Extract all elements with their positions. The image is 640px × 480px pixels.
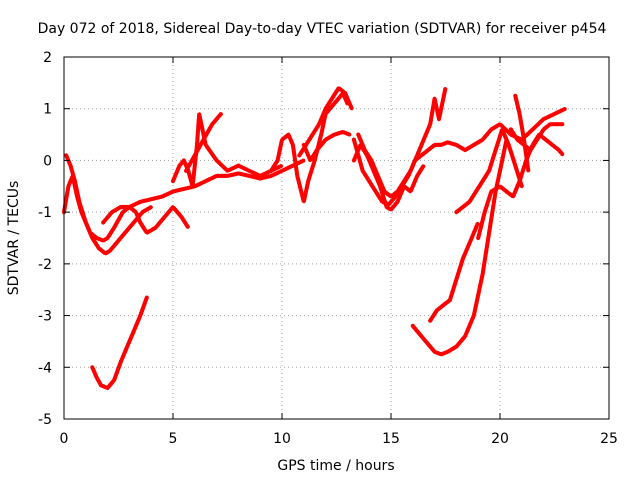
y-tick-label: -2 (38, 257, 52, 273)
x-tick-label: 20 (491, 431, 509, 447)
y-tick-labels: 2 1 0 -1 -2 -3 -4 -5 (38, 50, 52, 428)
y-tick-label: -3 (38, 309, 52, 325)
axis-ticks (63, 56, 610, 420)
x-tick-label: 15 (382, 431, 400, 447)
x-tick-label: 0 (60, 431, 69, 447)
data-series-track-h (297, 85, 354, 158)
data-series-track-k (351, 142, 426, 212)
data-series-track-b (64, 153, 154, 256)
data-traces (61, 85, 568, 391)
data-series-track-e (170, 111, 285, 189)
data-series-track-l (356, 85, 448, 199)
data-series-track-d (90, 295, 149, 391)
x-axis-label: GPS time / hours (277, 458, 394, 474)
chart-title: Day 072 of 2018, Sidereal Day-to-day VTE… (38, 21, 607, 37)
y-tick-label: 1 (43, 102, 52, 118)
data-series-track-f (184, 111, 224, 173)
data-series-track-o (454, 127, 524, 215)
plot-frame (63, 56, 610, 420)
y-axis-label: SDTVAR / TECUs (6, 181, 22, 296)
y-tick-label: 0 (43, 153, 52, 169)
x-tick-label: 25 (600, 431, 618, 447)
x-tick-label: 5 (169, 431, 178, 447)
data-series-track-c (101, 204, 191, 235)
data-series-track-q (508, 122, 566, 153)
y-tick-label: -1 (38, 205, 52, 221)
data-series-track-p (476, 132, 566, 241)
y-tick-label: -5 (38, 412, 52, 428)
data-series-track-n (428, 220, 481, 323)
y-tick-label: -4 (38, 360, 52, 376)
data-series-track-m (410, 137, 509, 357)
data-series-track-i (301, 129, 352, 163)
x-tick-label: 10 (273, 431, 291, 447)
data-series-track-g (269, 91, 350, 204)
data-series-track-r (513, 93, 531, 173)
y-tick-label: 2 (43, 50, 52, 66)
grid-lines (64, 57, 609, 419)
x-tick-labels: 0 5 10 15 20 25 (60, 431, 618, 447)
